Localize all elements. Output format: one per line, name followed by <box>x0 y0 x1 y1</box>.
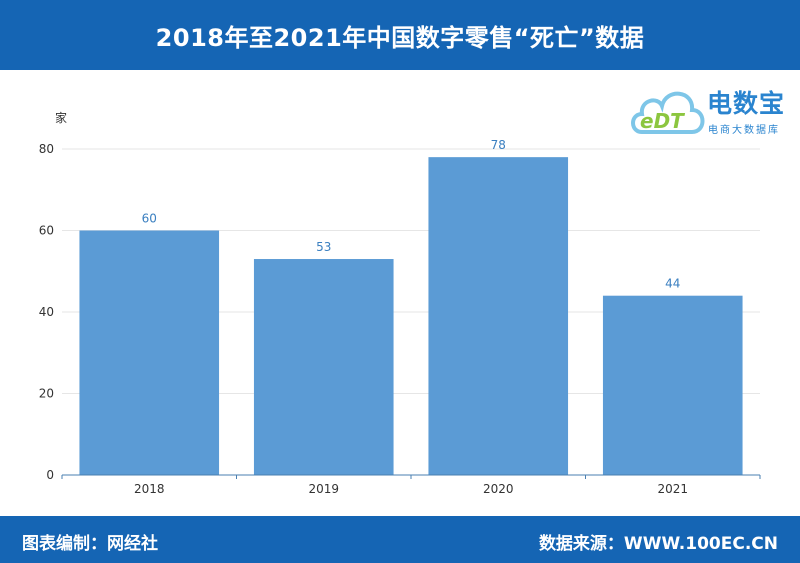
y-axis-unit-label: 家 <box>55 110 67 125</box>
x-tick-label: 2020 <box>483 482 514 496</box>
footer-compiler: 图表编制：网经社 <box>22 534 158 554</box>
bar-2018 <box>79 230 220 475</box>
data-label-2020: 78 <box>491 138 506 152</box>
y-tick-label: 60 <box>39 224 54 238</box>
footer-source: 数据来源：WWW.100EC.CN <box>538 534 778 554</box>
cloud-logo-icon: eDT <box>631 91 705 134</box>
chart-header: 2018年至2021年中国数字零售“死亡”数据 <box>0 0 800 70</box>
logo-brand: 电数宝 <box>707 89 786 118</box>
y-tick-label: 40 <box>39 305 54 319</box>
y-tick-label: 0 <box>46 468 54 482</box>
y-tick-label: 80 <box>39 142 54 156</box>
data-label-2019: 53 <box>316 240 331 254</box>
bar-2021 <box>602 295 743 475</box>
chart-title: 2018年至2021年中国数字零售“死亡”数据 <box>155 23 645 52</box>
bar-2020 <box>428 157 569 475</box>
brand-logo: eDT 电数宝 电商大数据库 <box>628 78 798 138</box>
bar-2019 <box>253 259 394 475</box>
x-tick-label: 2021 <box>657 482 688 496</box>
x-tick-label: 2019 <box>308 482 339 496</box>
y-tick-label: 20 <box>39 387 54 401</box>
chart-footer: 图表编制：网经社 数据来源：WWW.100EC.CN <box>0 516 800 563</box>
data-label-2018: 60 <box>142 212 157 226</box>
logo-badge-text: eDT <box>640 109 685 133</box>
x-tick-label: 2018 <box>134 482 165 496</box>
logo-brand-sub: 电商大数据库 <box>708 125 780 136</box>
data-label-2021: 44 <box>665 277 680 291</box>
